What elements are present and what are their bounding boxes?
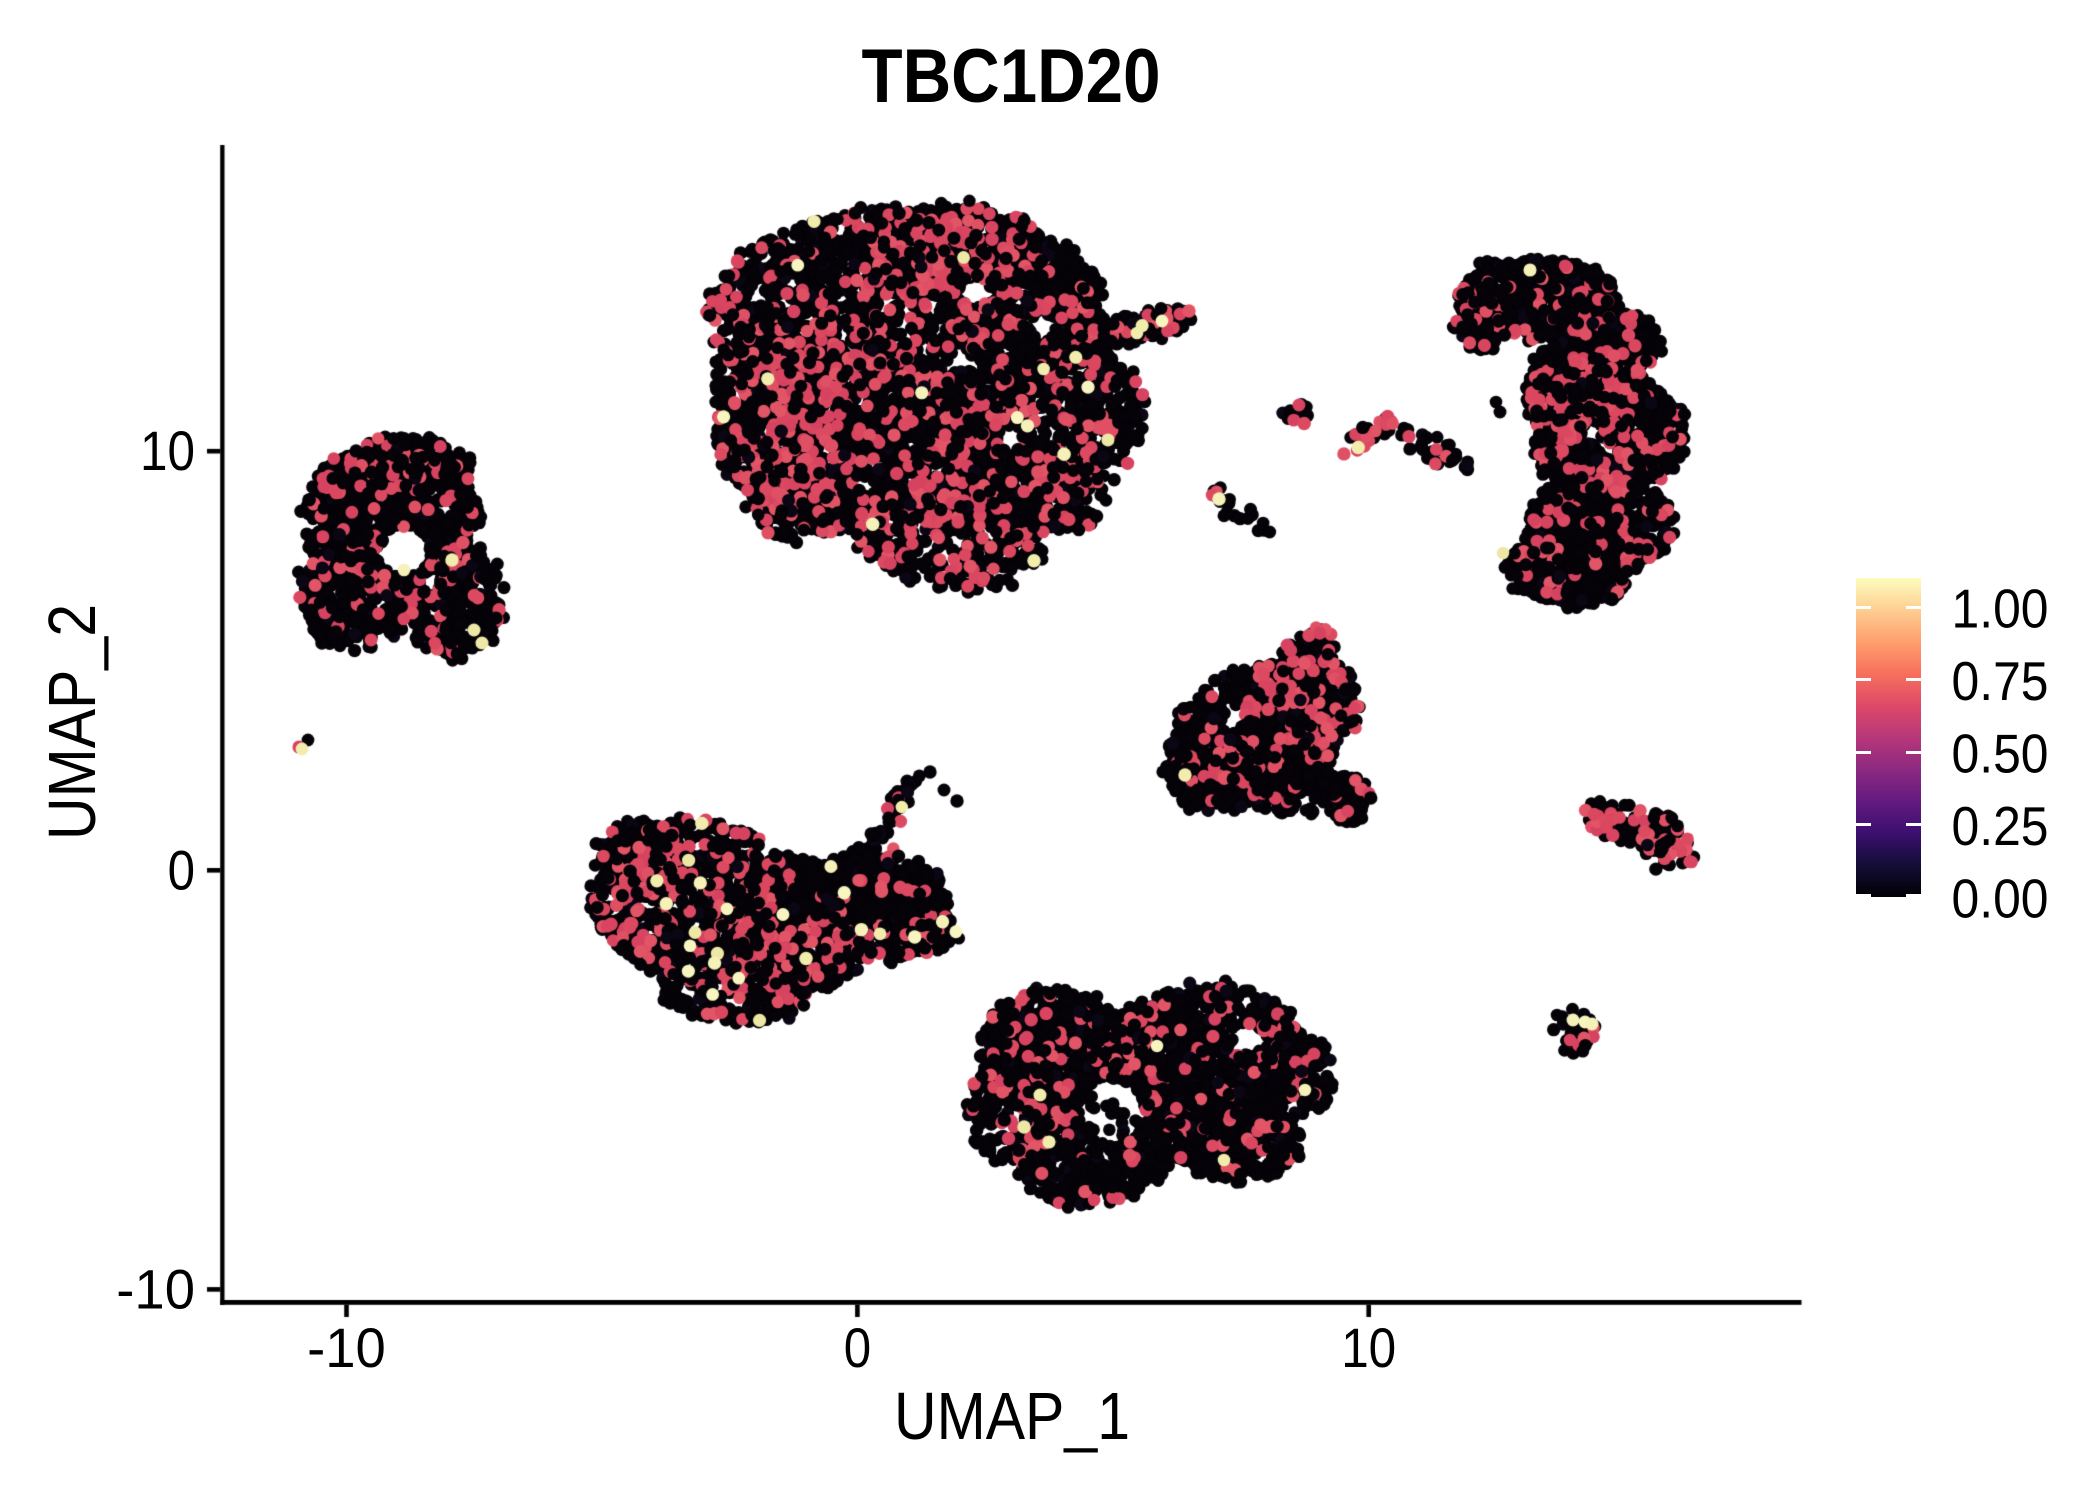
- svg-text:0.50: 0.50: [1952, 723, 2049, 785]
- svg-text:-10: -10: [116, 1258, 195, 1321]
- svg-text:0.75: 0.75: [1952, 650, 2049, 712]
- svg-text:UMAP_2: UMAP_2: [35, 604, 110, 840]
- svg-text:10: 10: [1341, 1316, 1396, 1379]
- svg-text:-10: -10: [307, 1316, 386, 1379]
- svg-text:0.25: 0.25: [1952, 795, 2049, 857]
- svg-text:TBC1D20: TBC1D20: [862, 34, 1161, 119]
- svg-text:0: 0: [844, 1316, 871, 1379]
- svg-text:0: 0: [168, 839, 195, 902]
- svg-text:1.00: 1.00: [1952, 578, 2049, 640]
- svg-text:10: 10: [140, 419, 195, 482]
- svg-text:0.00: 0.00: [1952, 867, 2049, 929]
- svg-text:UMAP_1: UMAP_1: [894, 1379, 1130, 1454]
